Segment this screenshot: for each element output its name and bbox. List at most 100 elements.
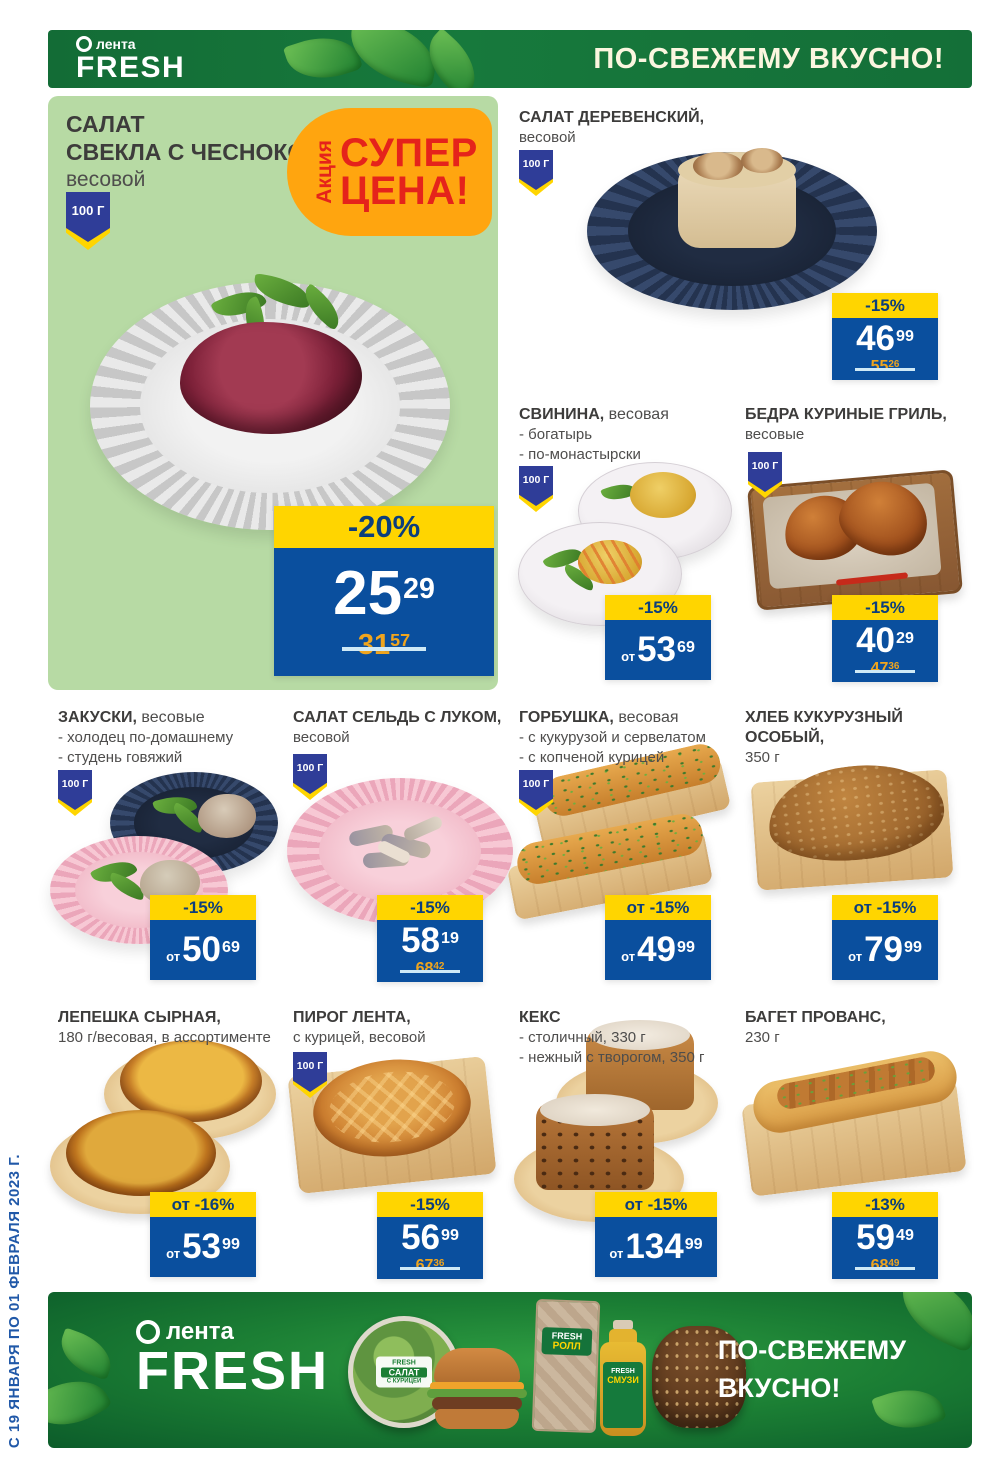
product-card: СВИНИНА, весовая - богатырь - по-монасты… xyxy=(510,400,745,690)
discount-badge: от -15% xyxy=(832,895,938,920)
discount-badge: -15% xyxy=(150,895,256,920)
product-detail: весовой xyxy=(293,729,350,746)
salad-label2: С КУРИЦЕЙ xyxy=(386,1378,422,1385)
old-price: 6849 xyxy=(854,1257,916,1274)
product-card: БАГЕТ ПРОВАНС, 230 г -13% 5949 6849 xyxy=(740,1000,972,1285)
product-card: ЗАКУСКИ, весовые - холодец по-домашнему … xyxy=(48,700,285,985)
discount-badge: -13% xyxy=(832,1192,938,1217)
price-block: от -15% от7999 xyxy=(832,895,938,980)
lenta-ring-icon xyxy=(136,1320,160,1344)
price-block: от -15% от13499 xyxy=(595,1192,717,1277)
discount-badge: -15% xyxy=(832,595,938,620)
product-detail: - студень говяжий xyxy=(58,748,183,766)
price-block: -20% 2529 3157 xyxy=(274,506,494,676)
promo-main-label: СУПЕР ЦЕНА! xyxy=(340,131,478,213)
promo-akciya-label: Акция xyxy=(313,140,336,204)
unit-badge-label: 100 Г xyxy=(71,203,105,218)
price-block: -15% 4029 4736 xyxy=(832,595,938,682)
product-detail: 350 г xyxy=(745,749,780,766)
product-card: БЕДРА КУРИНЫЕ ГРИЛЬ, весовые 100 Г -15% … xyxy=(740,400,972,690)
smoothie-bottle-photo: FRESH СМУЗИ xyxy=(600,1320,646,1438)
product-name: САЛАТ СЕЛЬДЬ С ЛУКОМ, xyxy=(293,709,502,726)
old-price: 3157 xyxy=(341,628,427,661)
product-detail: весовой xyxy=(519,129,576,146)
unit-badge: 100 Г xyxy=(66,192,110,250)
unit-badge: 100 Г xyxy=(58,770,92,816)
product-name: БАГЕТ ПРОВАНС, xyxy=(745,1009,886,1026)
footer-slogan: ПО-СВЕЖЕМУ ВКУСНО! xyxy=(717,1335,906,1403)
product-card: КЕКС - столичный, 330 г - нежный с творо… xyxy=(510,1000,735,1285)
bread-photo xyxy=(652,1326,746,1428)
product-detail: - с копченой курицей xyxy=(519,748,665,766)
product-card: САЛАТ СЕЛЬДЬ С ЛУКОМ, весовой 100 Г -15%… xyxy=(285,700,513,985)
hero-product-card: САЛАТ СВЕКЛА С ЧЕСНОКОМ, весовой 100 Г А… xyxy=(48,96,498,690)
product-name: СВИНИНА, xyxy=(519,406,605,423)
price-value: от7999 xyxy=(848,929,922,969)
lenta-text: лента xyxy=(96,35,136,52)
unit-badge: 100 Г xyxy=(519,150,553,196)
old-price: 6736 xyxy=(399,1257,461,1274)
product-detail: 230 г xyxy=(745,1029,780,1046)
old-price: 5526 xyxy=(854,358,916,375)
discount-badge: от -15% xyxy=(595,1192,717,1217)
roll-package-photo: FRESH РОЛЛ xyxy=(531,1298,601,1434)
product-card: ПИРОГ ЛЕНТА, с курицей, весовой 100 Г -1… xyxy=(285,1000,505,1285)
product-name: КЕКС xyxy=(519,1009,561,1026)
super-price-promo-badge: Акция СУПЕР ЦЕНА! xyxy=(287,108,492,236)
price-block: -15% 5699 6736 xyxy=(377,1192,483,1279)
unit-badge: 100 Г xyxy=(293,1052,327,1098)
price-value: от5069 xyxy=(166,929,240,969)
product-detail: - холодец по-домашнему xyxy=(58,729,234,746)
price-block: от -15% от4999 xyxy=(605,895,711,980)
price-block: -13% 5949 6849 xyxy=(832,1192,938,1279)
price-block: от -16% от5399 xyxy=(150,1192,256,1277)
flyer-date-range: С 19 ЯНВАРЯ ПО 01 ФЕВРАЛЯ 2023 Г. xyxy=(6,1153,23,1448)
price-value: 4029 xyxy=(856,621,914,660)
hero-title-block: САЛАТ СВЕКЛА С ЧЕСНОКОМ, весовой xyxy=(66,110,331,193)
product-name: ГОРБУШКА, xyxy=(519,709,614,726)
price-block: -15% от5069 xyxy=(150,895,256,980)
fresh-text: FRESH xyxy=(76,50,186,84)
product-detail: - нежный с творогом, 350 г xyxy=(519,1048,705,1066)
product-card: ЛЕПЕШКА СЫРНАЯ, 180 г/весовая, в ассорти… xyxy=(48,1000,285,1285)
discount-badge: -15% xyxy=(377,895,483,920)
product-name: ПИРОГ ЛЕНТА, xyxy=(293,1009,411,1026)
salad-label: САЛАТ xyxy=(381,1367,427,1378)
burger-photo xyxy=(427,1348,527,1434)
product-card: САЛАТ ДЕРЕВЕНСКИЙ, весовой 100 Г -15% 46… xyxy=(505,104,972,390)
price-value: 5819 xyxy=(401,921,459,960)
product-detail: весовые xyxy=(745,426,805,443)
discount-badge: от -15% xyxy=(605,895,711,920)
basil-leaf-icon xyxy=(53,1327,119,1381)
price-block: -15% от5369 xyxy=(605,595,711,680)
product-detail: - с кукурузой и сервелатом xyxy=(519,729,706,746)
header-slogan: ПО-СВЕЖЕМУ ВКУСНО! xyxy=(593,42,944,75)
price-block: -15% 5819 6842 xyxy=(377,895,483,982)
product-card: ХЛЕБ КУКУРУЗНЫЙ ОСОБЫЙ, 350 г от -15% от… xyxy=(740,700,972,985)
product-name: БЕДРА КУРИНЫЕ ГРИЛЬ, xyxy=(745,406,947,423)
discount-badge: -15% xyxy=(605,595,711,620)
hero-title-line2: СВЕКЛА С ЧЕСНОКОМ, xyxy=(66,139,331,166)
price-value: 5949 xyxy=(856,1218,914,1257)
price-value: от5369 xyxy=(621,629,695,669)
old-price: 6842 xyxy=(399,960,461,977)
product-detail: - столичный, 330 г xyxy=(519,1029,646,1046)
product-name: ХЛЕБ КУКУРУЗНЫЙ ОСОБЫЙ, xyxy=(745,709,903,746)
product-name: ЗАКУСКИ, xyxy=(58,709,137,726)
unit-badge: 100 Г xyxy=(519,770,553,816)
roll-label: РОЛЛ xyxy=(552,1340,581,1353)
smoothie-label: СМУЗИ xyxy=(607,1375,639,1385)
price-block: -15% 4699 5526 xyxy=(832,293,938,380)
salad-brand-label: FRESH xyxy=(392,1359,416,1367)
price-value: от5399 xyxy=(166,1226,240,1266)
discount-badge: -15% xyxy=(832,293,938,318)
header-banner: лента FRESH ПО-СВЕЖЕМУ ВКУСНО! xyxy=(48,30,972,88)
product-name: САЛАТ ДЕРЕВЕНСКИЙ, xyxy=(519,109,705,126)
discount-badge: -20% xyxy=(274,506,494,548)
lenta-fresh-logo: лента FRESH xyxy=(76,35,186,84)
hero-title-line1: САЛАТ xyxy=(66,111,145,137)
smoothie-brand-label: FRESH xyxy=(611,1368,635,1375)
discount-badge: -15% xyxy=(377,1192,483,1217)
price-value: от4999 xyxy=(621,929,695,969)
